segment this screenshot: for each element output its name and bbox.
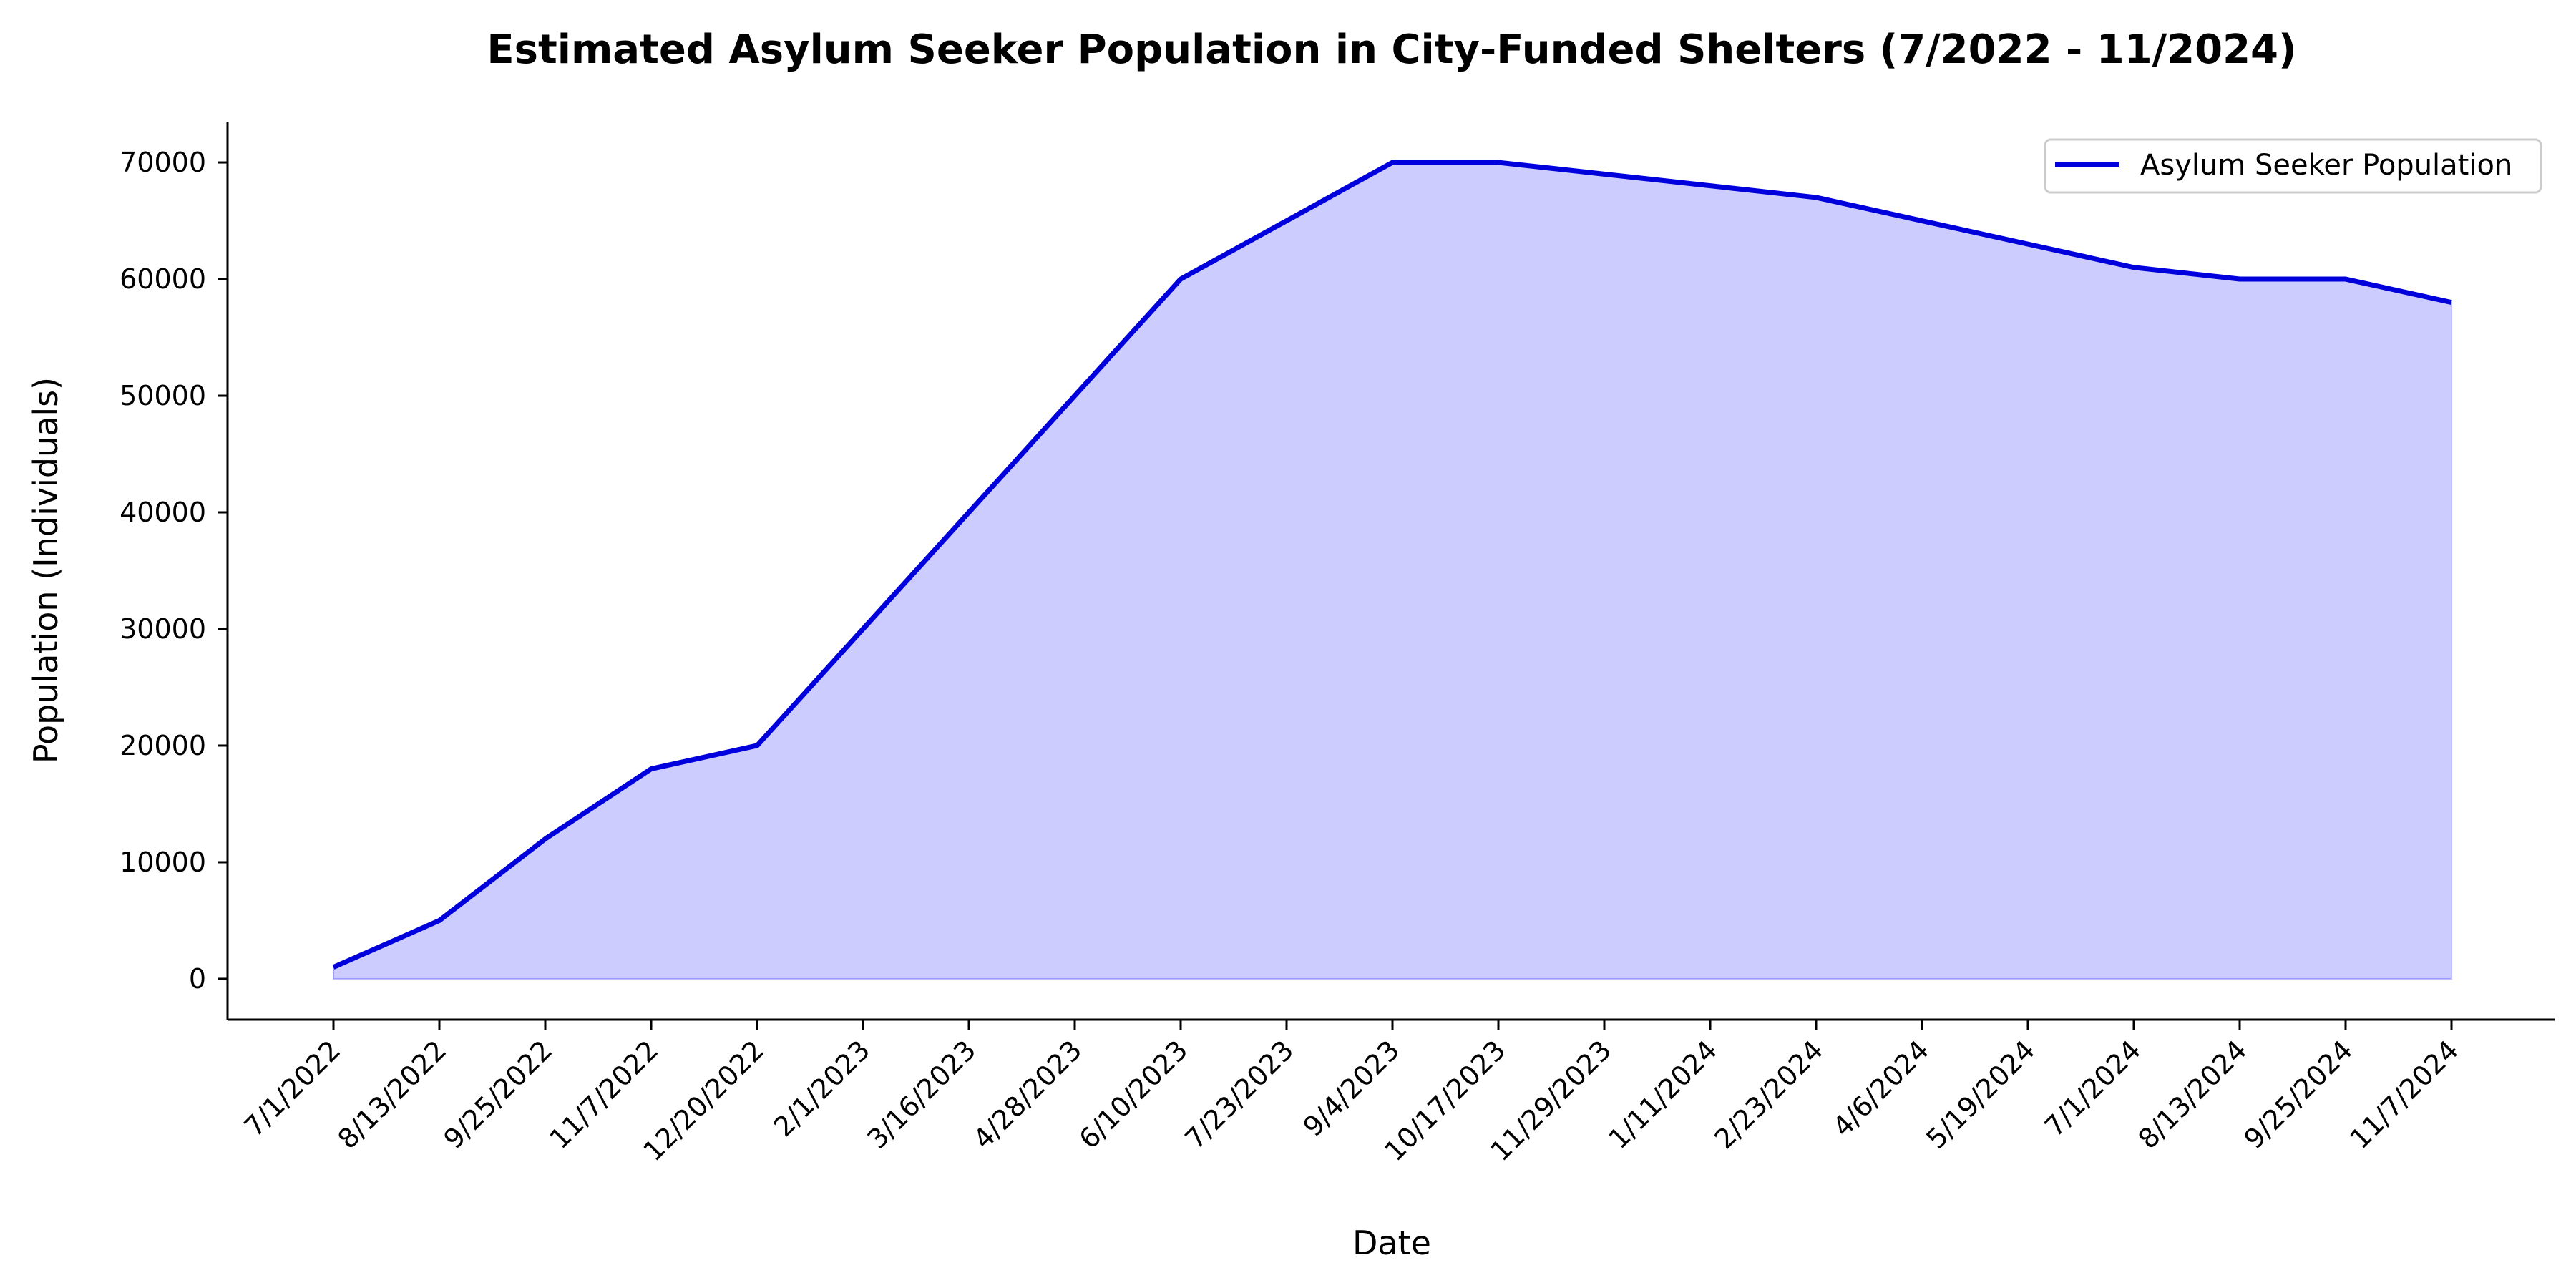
y-tick-label: 20000 <box>119 730 206 761</box>
y-ticks: 0 10000 20000 30000 40000 50000 60000 70000 <box>119 147 228 995</box>
legend: Asylum Seeker Population <box>2044 138 2542 194</box>
y-tick-label: 60000 <box>119 263 206 295</box>
x-tick-label: 8/13/2022 <box>331 1034 452 1155</box>
x-tick-label: 3/16/2023 <box>861 1034 982 1155</box>
x-tick-label: 5/19/2024 <box>1920 1034 2041 1155</box>
x-tick-label: 9/25/2022 <box>437 1034 558 1155</box>
legend-frame <box>2044 138 2542 194</box>
x-tick-label: 11/7/2024 <box>2343 1034 2464 1155</box>
x-tick-label: 4/28/2023 <box>967 1034 1088 1155</box>
x-tick-label: 2/23/2024 <box>1708 1034 1829 1155</box>
x-ticks: 7/1/20228/13/20229/25/202211/7/202212/20… <box>238 1020 2464 1167</box>
x-tick-label: 9/25/2024 <box>2238 1034 2358 1155</box>
y-tick-label: 40000 <box>119 497 206 528</box>
x-tick-label: 7/1/2024 <box>2039 1034 2147 1143</box>
x-tick-label: 7/1/2022 <box>238 1034 347 1143</box>
x-tick-label: 2/1/2023 <box>768 1034 877 1143</box>
series-area-fill <box>333 162 2452 980</box>
axes <box>226 122 2555 1021</box>
legend-label: Asylum Seeker Population <box>2140 149 2512 182</box>
x-tick-label: 4/6/2024 <box>1827 1034 1936 1143</box>
x-axis-label: Date <box>1352 1224 1431 1262</box>
y-tick-label: 30000 <box>119 613 206 645</box>
x-tick-label: 7/23/2023 <box>1179 1034 1299 1155</box>
x-tick-label: 8/13/2024 <box>2132 1034 2253 1155</box>
x-tick-label: 6/10/2023 <box>1073 1034 1194 1155</box>
x-tick-label: 1/11/2024 <box>1602 1034 1723 1155</box>
y-tick-label: 0 <box>189 963 206 995</box>
chart-title: Estimated Asylum Seeker Population in Ci… <box>487 26 2296 73</box>
y-tick-label: 70000 <box>119 147 206 178</box>
y-tick-label: 10000 <box>119 847 206 878</box>
y-axis-label: Population (Individuals) <box>26 377 65 763</box>
y-tick-label: 50000 <box>119 380 206 411</box>
plot-area <box>332 160 2452 980</box>
x-tick-label: 9/4/2023 <box>1297 1034 1406 1143</box>
